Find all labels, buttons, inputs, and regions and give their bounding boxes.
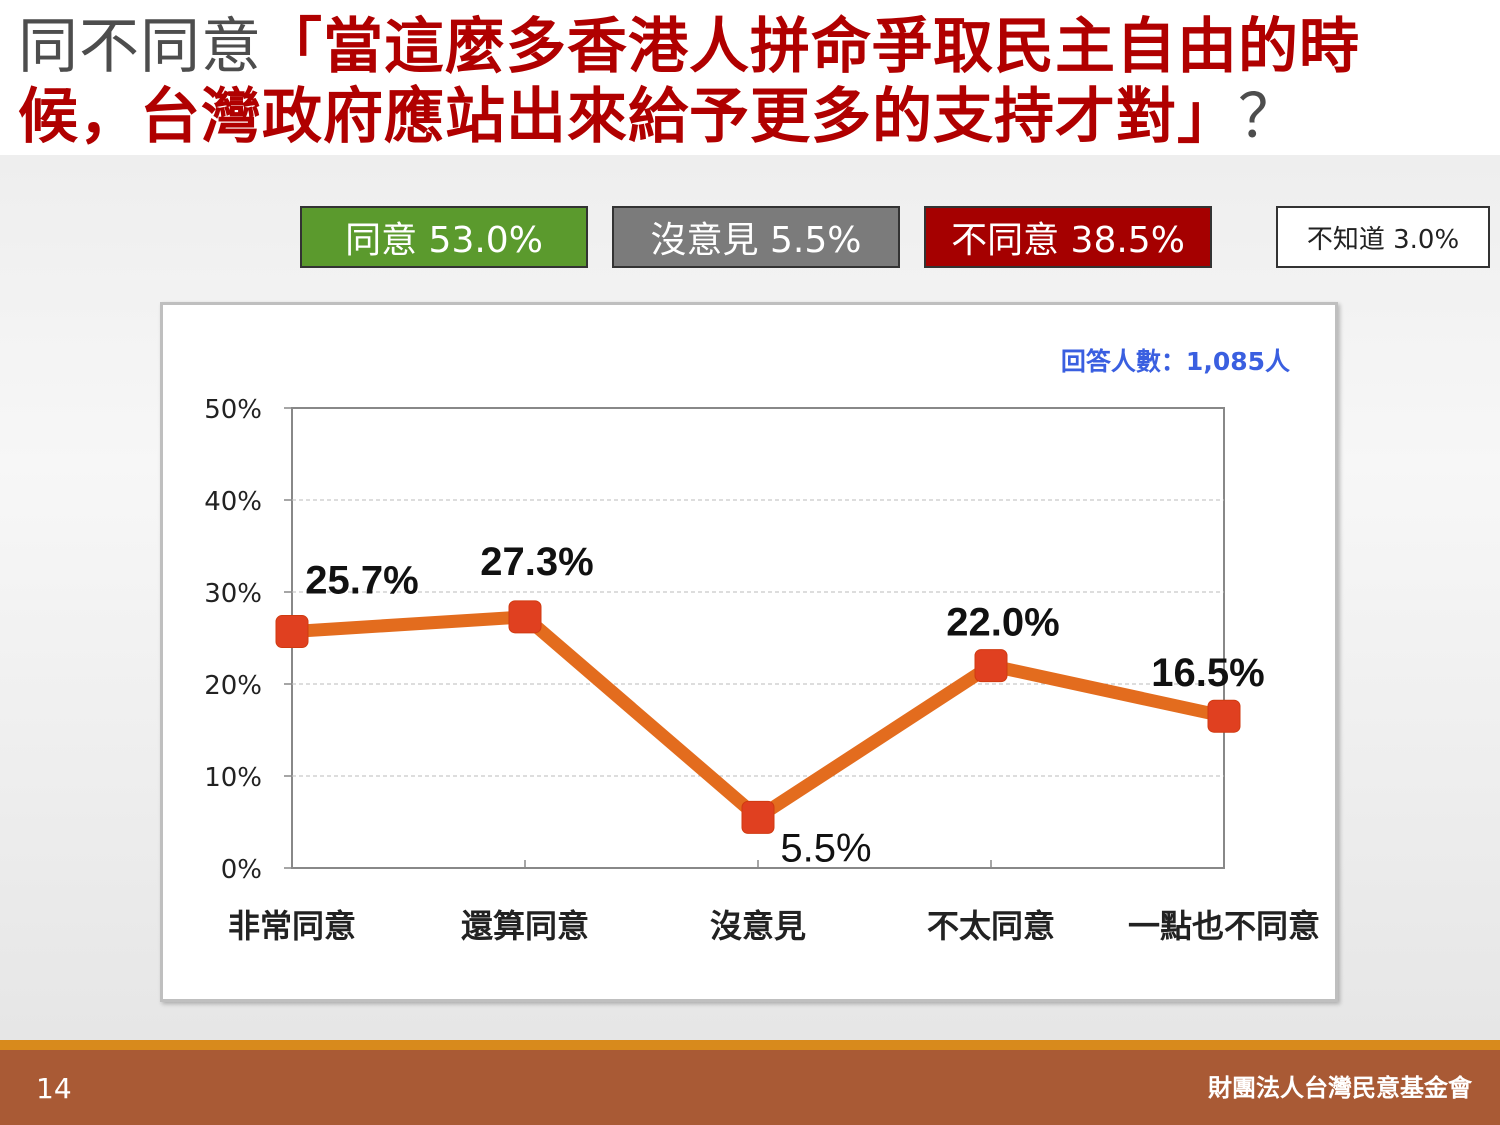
title-highlight-1: 「當這麼多香港人拼命爭取民主自由的時 [262,12,1360,82]
page-title-line-2: 候，台灣政府應站出來給予更多的支持才對」？ [18,82,1299,152]
title-bar: 同不同意「當這麼多香港人拼命爭取民主自由的時 候，台灣政府應站出來給予更多的支持… [0,0,1500,155]
data-label: 5.5% [780,826,871,870]
data-label: 16.5% [1151,651,1264,695]
data-point-marker [508,600,542,634]
y-tick-label: 40% [204,487,262,517]
category-label: 非常同意 [228,907,356,945]
chart-frame: 回答人數：1,085人 0% 10% 20% 30% 40% 50% 非常同意 還算同意 沒意見 不… [160,302,1338,1002]
footer-bar [0,1050,1500,1125]
category-label: 還算同意 [461,907,589,945]
footer-stripe [0,1040,1500,1050]
data-point-marker [1207,699,1241,733]
respondents-count: 回答人數：1,085人 [1061,347,1290,376]
page-number: 14 [36,1072,72,1105]
data-point-marker [275,615,309,649]
y-tick-label: 10% [204,763,262,793]
y-tick-label: 50% [204,395,262,425]
data-label: 25.7% [305,559,418,603]
summary-agree-box: 同意 53.0% [300,206,588,268]
line-chart: 回答人數：1,085人 0% 10% 20% 30% 40% 50% 非常同意 還算同意 沒意見 不… [204,347,1320,945]
title-highlight-2: 候，台灣政府應站出來給予更多的支持才對」 [18,82,1238,152]
data-point-marker [974,649,1008,683]
y-tick-label: 30% [204,579,262,609]
summary-no-opinion-box: 沒意見 5.5% [612,206,900,268]
y-tick-label: 20% [204,671,262,701]
category-label: 沒意見 [710,907,806,945]
organization-name: 財團法人台灣民意基金會 [1208,1074,1472,1102]
data-label: 22.0% [946,601,1059,645]
summary-dont-know-box: 不知道 3.0% [1276,206,1490,268]
summary-disagree-box: 不同意 38.5% [924,206,1212,268]
data-point-marker [741,800,775,834]
plot-area [291,407,1225,869]
y-tick-label: 0% [221,855,262,885]
title-prefix: 同不同意 [18,12,262,82]
title-suffix: ？ [1238,82,1299,152]
category-label: 不太同意 [927,907,1055,945]
page-title-line-1: 同不同意「當這麼多香港人拼命爭取民主自由的時 [18,12,1360,82]
category-label: 一點也不同意 [1128,907,1320,945]
data-label: 27.3% [480,540,593,584]
